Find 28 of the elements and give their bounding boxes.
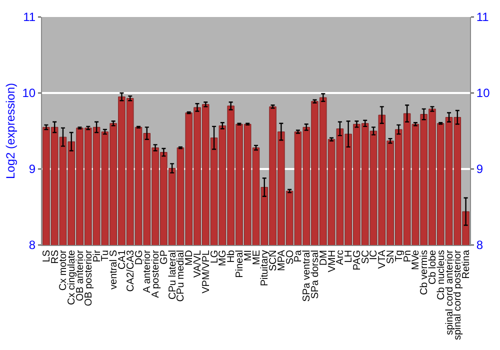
- x-tick-label: Cb lobe: [427, 250, 438, 284]
- y2-tick-label: 8: [476, 238, 484, 252]
- y-tick-label: 10: [22, 86, 36, 100]
- x-tick-label: CA1: [116, 250, 128, 270]
- x-tick-label: DM: [318, 250, 330, 266]
- x-tick-label: ME: [251, 250, 262, 265]
- x-tick-label: MI: [242, 250, 254, 262]
- y-tick-label: 8: [28, 238, 36, 252]
- x-tick-label: Tg: [394, 250, 405, 262]
- x-tick-label: OB posterior: [83, 249, 94, 306]
- x-tick-label: RS: [50, 250, 61, 264]
- x-tick-label: MPA: [276, 250, 288, 271]
- y2-tick-label: 9: [476, 162, 484, 176]
- y2-tick-label: 11: [476, 10, 490, 24]
- x-tick-label: PAG: [352, 250, 363, 270]
- y-tick-label: 11: [23, 10, 36, 24]
- x-tick-label: Pituitary: [260, 250, 271, 286]
- x-tick-label: CA2/CA3: [125, 250, 136, 292]
- y-tick-label: 9: [28, 162, 36, 176]
- x-tick-label: Cb nucleus: [436, 250, 447, 300]
- x-tick-label: LS: [41, 250, 52, 262]
- x-tick-label: spinal cord posterior: [452, 249, 464, 340]
- x-tick-label: Pineal: [234, 250, 246, 278]
- x-tick-label: SPa dorsal: [310, 250, 321, 299]
- x-tick-label: Retina: [461, 250, 472, 279]
- x-tick-label: VPM/VPL: [200, 250, 212, 294]
- y2-tick-label: 10: [476, 86, 490, 100]
- y-axis-title: Log2 (expression): [4, 82, 18, 180]
